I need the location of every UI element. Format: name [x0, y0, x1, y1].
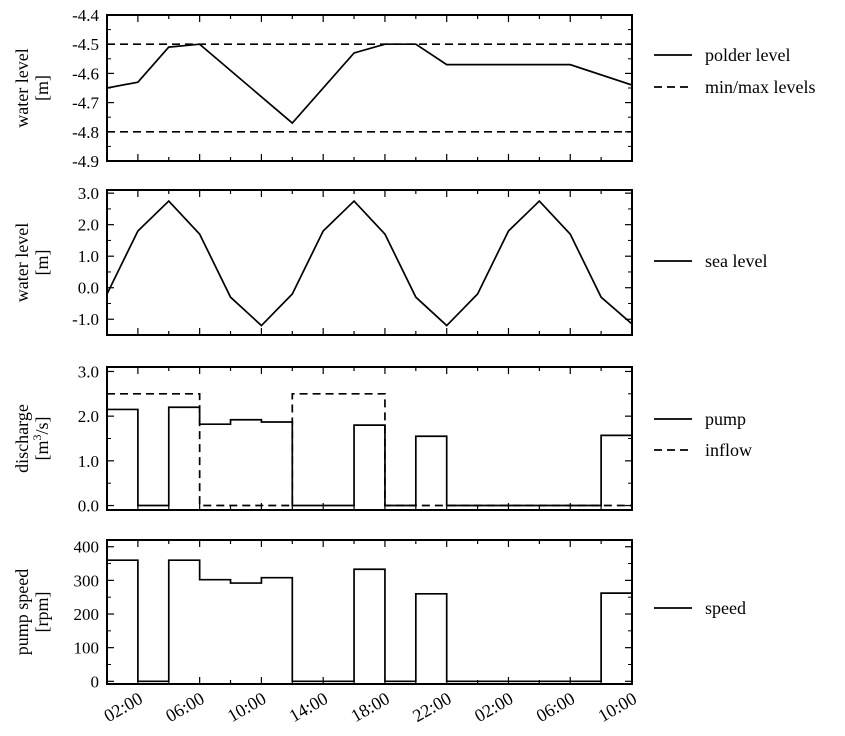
y-tick-label: 3.0 — [78, 362, 99, 381]
panel-2: 3.0 2.0 1.0 0.0 -1.0 water level [m] sea level — [12, 184, 767, 336]
x-tick-label: 02:00 — [100, 688, 146, 726]
y-axis-title-line2: [m] — [32, 75, 52, 101]
x-tick-label: 02:00 — [471, 688, 517, 726]
series-speed-line — [107, 559, 632, 683]
series-sea-level-line — [107, 199, 632, 327]
panel-3: 3.0 2.0 1.0 0.0 discharge [m3/s] pump inflow — [12, 362, 752, 515]
panel-1: -4.4 -4.5 -4.6 -4.7 -4.8 -4.9 water level [m] po… — [12, 6, 815, 171]
y-tick-label: 300 — [74, 571, 100, 590]
series-pump-line — [107, 406, 632, 507]
plot-frame — [106, 14, 633, 162]
y-axis-title-part: /s] — [32, 417, 52, 435]
y-tick-label: -4.6 — [72, 64, 99, 83]
plot-frame — [106, 366, 633, 511]
plot-data — [107, 199, 632, 327]
legend-label-pump: pump — [705, 409, 746, 429]
y-tick-label: 2.0 — [78, 216, 99, 235]
legend-label-sea-level: sea level — [705, 251, 767, 271]
x-tick-label: 18:00 — [347, 688, 393, 726]
y-tick-label: 0.0 — [78, 279, 99, 298]
y-axis-title-line2: [m] — [32, 250, 52, 276]
y-tick-label: -4.9 — [72, 152, 99, 171]
y-tick-label: 100 — [74, 639, 100, 658]
y-axis-title-line2: [m3/s] — [30, 417, 52, 461]
y-tick-label: 400 — [74, 538, 100, 557]
legend-label-polder-level: polder level — [705, 45, 790, 65]
y-axis-title-line2: [rpm] — [32, 592, 52, 633]
panel-4: 400 300 200 100 0 pump speed [rpm] speed 02:00 06… — [12, 538, 746, 726]
plot-data — [107, 392, 632, 507]
x-tick-label: 22:00 — [409, 688, 455, 726]
y-tick-label: -4.8 — [72, 123, 99, 142]
y-tick-label: -4.4 — [72, 6, 99, 25]
x-tick-label: 10:00 — [224, 688, 270, 726]
y-tick-label: -1.0 — [72, 310, 99, 329]
y-tick-label: 0 — [91, 672, 100, 691]
y-axis-title-line1: discharge — [12, 404, 32, 473]
y-tick-label: 2.0 — [78, 407, 99, 426]
plot-data — [107, 559, 632, 683]
x-tick-label: 06:00 — [162, 688, 208, 726]
y-tick-label: 1.0 — [78, 247, 99, 266]
y-tick-label: 3.0 — [78, 184, 99, 203]
legend-label-min-max-levels: min/max levels — [705, 77, 815, 97]
y-tick-label: -4.5 — [72, 35, 99, 54]
y-axis-title-line1: water level — [12, 48, 32, 127]
x-tick-label: 06:00 — [533, 688, 579, 726]
y-tick-label: 1.0 — [78, 452, 99, 471]
y-axis-title-part: [m — [32, 441, 52, 461]
y-tick-label: 0.0 — [78, 497, 99, 516]
y-axis-title-superscript: 3 — [30, 435, 44, 441]
plot-data — [107, 43, 632, 133]
legend-label-inflow: inflow — [705, 440, 752, 460]
plot-frame — [106, 189, 633, 336]
y-tick-label: 200 — [74, 605, 100, 624]
series-polder-level-line — [107, 43, 632, 125]
x-tick-label: 14:00 — [286, 688, 332, 726]
y-tick-label: -4.7 — [72, 94, 99, 113]
legend-label-speed: speed — [705, 598, 746, 618]
y-axis-title-line1: water level — [12, 223, 32, 302]
y-axis-title-line1: pump speed — [12, 569, 32, 655]
plot-frame — [106, 539, 633, 685]
x-tick-label: 10:00 — [594, 688, 640, 726]
series-inflow-line — [107, 392, 632, 507]
